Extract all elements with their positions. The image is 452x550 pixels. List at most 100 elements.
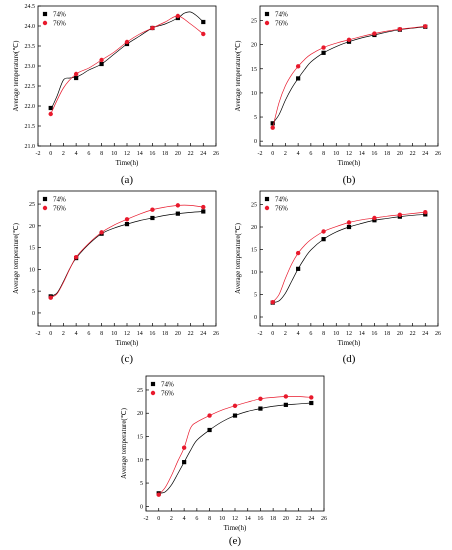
data-point <box>283 394 289 399</box>
data-point <box>321 229 326 234</box>
x-axis-label: Time(h) <box>338 339 361 347</box>
y-axis-label: Average temperature(℃) <box>234 222 242 294</box>
legend-marker <box>42 20 48 26</box>
x-tick-label: 24 <box>308 516 314 522</box>
panel-label: (a) <box>121 174 134 186</box>
chart-panel: -2 0 2 4 6 8 10 12 14 16 18 20 22 24 260510152025Time(… <box>234 5 441 186</box>
x-tick-label: 0 <box>271 331 274 337</box>
y-tick-label: 21.5 <box>25 124 36 130</box>
x-tick-label: 0 <box>157 516 160 522</box>
y-tick-label: 25 <box>137 388 143 394</box>
y-tick-label: 10 <box>251 270 257 276</box>
series-curve <box>50 11 204 111</box>
x-tick-label: 6 <box>87 151 90 157</box>
x-tick-label: 8 <box>100 331 103 337</box>
data-point <box>270 299 275 305</box>
y-tick-label: 5 <box>140 481 143 487</box>
data-point <box>423 209 428 215</box>
x-axis-label: Time(h) <box>338 159 361 167</box>
series-curve <box>158 396 312 495</box>
x-tick-label: 2 <box>284 151 287 157</box>
x-tick-label: 18 <box>384 331 390 337</box>
x-tick-label: 4 <box>297 331 300 337</box>
data-point <box>295 64 301 69</box>
x-tick-label: 10 <box>219 516 225 522</box>
y-tick-label: 0 <box>140 504 143 510</box>
x-tick-label: 14 <box>137 331 143 337</box>
x-tick-label: 18 <box>162 151 168 157</box>
chart-panel: -2 0 2 4 6 8 10 12 14 16 18 20 22 24 260510152025Time(… <box>234 190 441 365</box>
y-tick-label: 20 <box>137 411 143 417</box>
y-axis-label: Average temperature(℃) <box>234 40 242 112</box>
y-tick-label: 10 <box>251 91 257 97</box>
x-tick-label: 20 <box>283 516 289 522</box>
data-point <box>321 45 326 50</box>
y-axis-label: Average temperature(℃) <box>12 40 20 112</box>
data-point <box>201 209 206 214</box>
x-tick-label: 6 <box>309 331 312 337</box>
x-tick-label: 22 <box>188 151 194 157</box>
x-tick-label: 20 <box>397 151 403 157</box>
x-tick-label: 26 <box>435 151 441 157</box>
x-tick-label: 4 <box>183 516 186 522</box>
legend-marker <box>42 196 48 202</box>
data-point <box>207 427 212 433</box>
x-tick-label: 4 <box>75 151 78 157</box>
x-tick-label: 2 <box>62 151 65 157</box>
x-tick-label: 22 <box>410 331 416 337</box>
data-point <box>150 25 155 31</box>
y-axis-label: Average temperature(℃) <box>12 222 20 294</box>
x-tick-label: 12 <box>124 151 130 157</box>
y-tick-label: 22.0 <box>25 104 36 110</box>
y-tick-label: 10 <box>137 458 143 464</box>
data-point <box>346 220 352 225</box>
legend-label: 74% <box>53 196 66 204</box>
x-tick-label: 16 <box>371 151 377 157</box>
x-tick-label: 22 <box>188 331 194 337</box>
data-point <box>296 76 301 81</box>
panel-label: (e) <box>229 535 242 547</box>
legend-marker <box>42 205 48 211</box>
y-tick-label: 5 <box>32 289 35 295</box>
data-point <box>48 295 53 300</box>
data-point <box>397 26 403 32</box>
x-tick-label: 24 <box>422 331 428 337</box>
data-point <box>423 24 428 29</box>
series-curve <box>272 211 426 303</box>
data-point <box>48 105 53 111</box>
data-point <box>346 224 352 230</box>
data-point <box>309 400 314 406</box>
y-tick-label: 15 <box>251 248 257 254</box>
x-tick-label: -2 <box>36 151 41 157</box>
data-point <box>207 413 212 418</box>
legend-label: 74% <box>275 196 288 204</box>
panel-label: (d) <box>343 353 356 365</box>
data-point <box>258 406 263 411</box>
data-point <box>372 215 377 221</box>
x-tick-label: 6 <box>195 516 198 522</box>
y-axis-label: Average temperature(℃) <box>120 407 128 479</box>
x-tick-label: 18 <box>270 516 276 522</box>
data-point <box>175 211 180 216</box>
legend-label: 76% <box>53 20 66 28</box>
y-tick-label: 15 <box>251 67 257 73</box>
y-tick-label: 5 <box>254 293 257 299</box>
legend-marker <box>264 11 270 17</box>
x-tick-label: 2 <box>284 331 287 337</box>
data-point <box>270 121 275 126</box>
series-curve <box>158 402 312 494</box>
x-axis-label: Time(h) <box>116 159 139 167</box>
data-point <box>295 250 301 256</box>
x-tick-label: 26 <box>321 516 327 522</box>
x-tick-label: 14 <box>359 331 365 337</box>
series-curve <box>272 26 426 124</box>
x-tick-label: 12 <box>232 516 238 522</box>
data-point <box>150 207 155 212</box>
x-tick-label: 26 <box>435 331 441 337</box>
legend-marker <box>150 381 156 387</box>
data-point <box>99 57 104 63</box>
chart-panel: -2 0 2 4 6 8 10 12 14 16 18 20 22 24 260510152025Time(… <box>12 190 219 365</box>
data-point <box>150 215 155 221</box>
y-tick-label: 24.0 <box>25 24 36 30</box>
